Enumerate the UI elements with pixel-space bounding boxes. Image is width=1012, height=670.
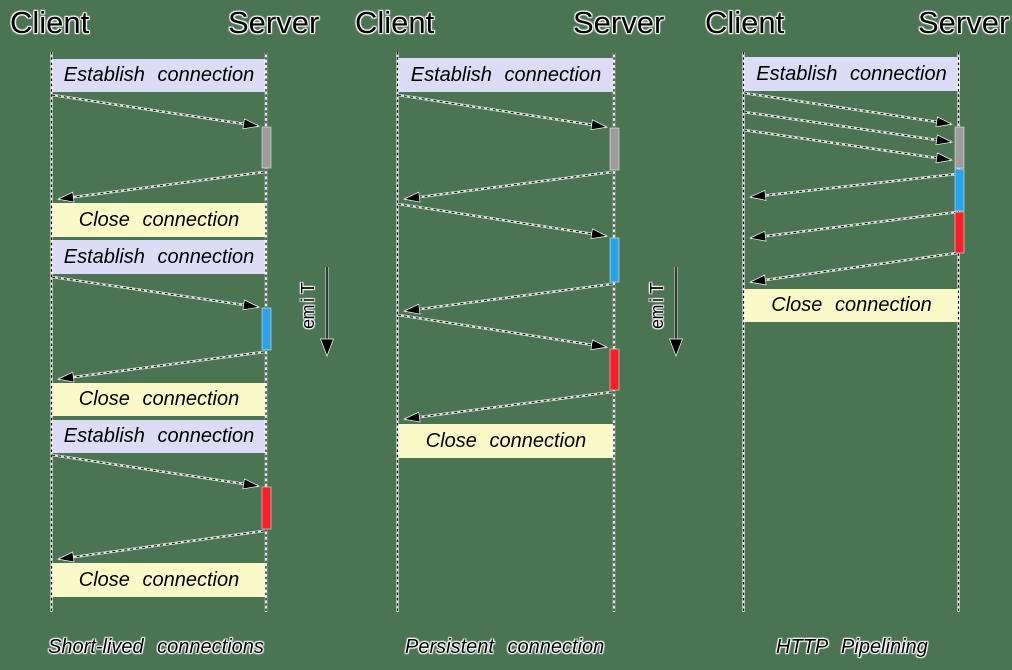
processing-bar-red: [261, 486, 272, 530]
close-connection-text: Close connection: [78, 388, 240, 410]
establish-connection-text: Establish connection: [410, 63, 602, 86]
caption-http-pipelining: HTTP Pipelining: [776, 636, 928, 658]
request-arrow: [743, 92, 954, 128]
response-arrow: [56, 351, 265, 383]
client-label-col1: Client: [10, 5, 90, 40]
processing-bar-gray: [609, 127, 620, 171]
server-label-col1: Server: [228, 5, 320, 40]
response-arrow: [56, 171, 265, 203]
time-axis-arrows: [319, 267, 684, 357]
establish-connection-text: Establish connection: [63, 425, 255, 447]
establish-connection-text: Establish connection: [63, 245, 255, 268]
close-connection-text: Close connection: [78, 568, 240, 591]
response-arrow: [402, 171, 613, 203]
close-connection-box: Close connection: [51, 563, 267, 597]
client-label-col2: Client: [355, 5, 435, 40]
establish-connection-box: Establish connection: [397, 58, 615, 92]
response-arrow: [748, 173, 958, 201]
request-arrow: [743, 129, 954, 164]
caption-persistent-connection: Persistent connection: [405, 636, 605, 658]
close-connection-text: Close connection: [771, 294, 932, 316]
establish-connection-text: Establish connection: [756, 62, 947, 85]
response-arrow: [402, 391, 613, 423]
time-arrowhead: [668, 338, 684, 357]
time-arrowhead: [319, 338, 335, 357]
processing-bar-blue: [954, 168, 965, 212]
response-arrow: [748, 252, 958, 286]
close-connection-text: Close connection: [78, 208, 240, 231]
processing-bar-red: [954, 211, 965, 254]
close-connection-box: Close connection: [51, 383, 267, 416]
request-arrow: [51, 276, 261, 311]
establish-connection-box: Establish connection: [51, 59, 267, 92]
request-arrow: [397, 94, 609, 131]
arrow-underlays: [51, 91, 958, 561]
establish-connection-text: Establish connection: [63, 64, 255, 86]
establish-connection-box: Establish connection: [51, 420, 267, 453]
message-arrows: [51, 92, 958, 563]
processing-bar-blue: [609, 237, 620, 283]
close-connection-box: Close connection: [51, 203, 267, 237]
processing-bar-gray: [261, 126, 272, 169]
response-arrow: [56, 530, 265, 563]
close-connection-text: Close connection: [425, 429, 587, 452]
caption-short-lived-connections: Short-lived connections: [48, 636, 264, 658]
response-arrow: [402, 283, 613, 315]
request-arrow: [397, 203, 609, 240]
close-connection-box: Close connection: [743, 289, 960, 322]
processing-bars: [261, 126, 965, 530]
request-arrow: [51, 94, 261, 130]
establish-connection-box: Establish connection: [51, 240, 267, 274]
establish-connection-box: Establish connection: [743, 57, 960, 91]
request-arrow: [743, 111, 954, 146]
response-arrow: [748, 211, 958, 242]
processing-bar-gray: [954, 126, 965, 169]
request-arrow: [51, 454, 261, 490]
client-label-col3: Client: [705, 5, 785, 40]
close-connection-box: Close connection: [397, 424, 615, 458]
processing-bar-blue: [261, 307, 272, 351]
server-label-col2: Server: [573, 5, 665, 40]
server-label-col3: Server: [918, 5, 1010, 40]
lifelines: [50, 52, 960, 612]
request-arrow: [397, 314, 609, 351]
processing-bar-red: [609, 348, 620, 391]
